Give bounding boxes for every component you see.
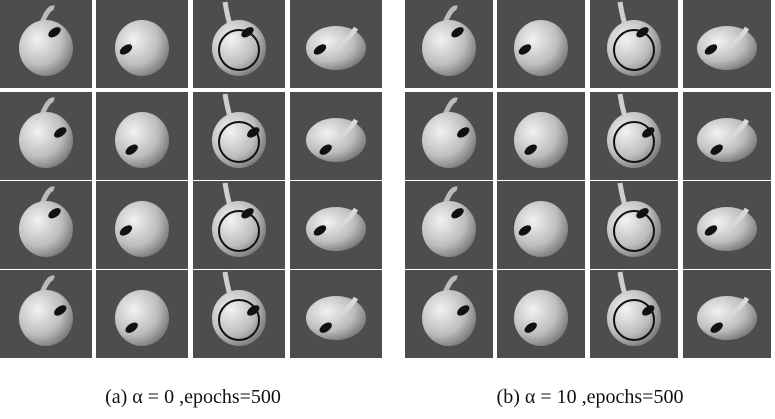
image-grid: [0, 0, 382, 358]
teapot-body: [19, 20, 73, 76]
teapot-body: [422, 20, 476, 76]
image-cell: [683, 181, 771, 269]
image-cell: [96, 92, 188, 180]
teapot-body: [115, 112, 169, 168]
image-cell: [683, 92, 771, 180]
teapot-body: [19, 201, 73, 257]
image-cell: [497, 0, 585, 88]
image-cell: [683, 0, 771, 88]
image-cell: [590, 270, 678, 358]
image-cell: [405, 0, 493, 88]
teapot-body: [422, 112, 476, 168]
image-cell: [290, 0, 382, 88]
image-cell: [590, 181, 678, 269]
image-cell: [290, 92, 382, 180]
image-cell: [193, 92, 285, 180]
image-cell: [405, 92, 493, 180]
image-cell: [590, 92, 678, 180]
teapot-body: [19, 112, 73, 168]
teapot-body: [514, 112, 568, 168]
image-cell: [0, 181, 92, 269]
image-cell: [96, 270, 188, 358]
caption: (b) α = 10 ,epochs=500: [497, 386, 684, 408]
image-cell: [405, 181, 493, 269]
image-cell: [497, 181, 585, 269]
image-cell: [405, 270, 493, 358]
teapot-body: [422, 201, 476, 257]
image-cell: [497, 270, 585, 358]
image-cell: [290, 181, 382, 269]
caption: (a) α = 0 ,epochs=500: [105, 386, 281, 408]
image-cell: [193, 181, 285, 269]
image-cell: [193, 270, 285, 358]
image-cell: [497, 92, 585, 180]
image-cell: [290, 270, 382, 358]
image-cell: [0, 92, 92, 180]
image-cell: [96, 0, 188, 88]
teapot-body: [514, 290, 568, 346]
teapot-body: [422, 290, 476, 346]
image-cell: [0, 270, 92, 358]
teapot-body: [115, 290, 169, 346]
image-grids: [0, 0, 771, 358]
page: (a) α = 0 ,epochs=500 (b) α = 10 ,epochs…: [0, 0, 775, 419]
image-cell: [590, 0, 678, 88]
image-cell: [683, 270, 771, 358]
teapot-body: [19, 290, 73, 346]
figure: (a) α = 0 ,epochs=500 (b) α = 10 ,epochs…: [0, 0, 775, 419]
image-cell: [193, 0, 285, 88]
image-cell: [96, 181, 188, 269]
image-grid: [405, 0, 771, 358]
image-cell: [0, 0, 92, 88]
